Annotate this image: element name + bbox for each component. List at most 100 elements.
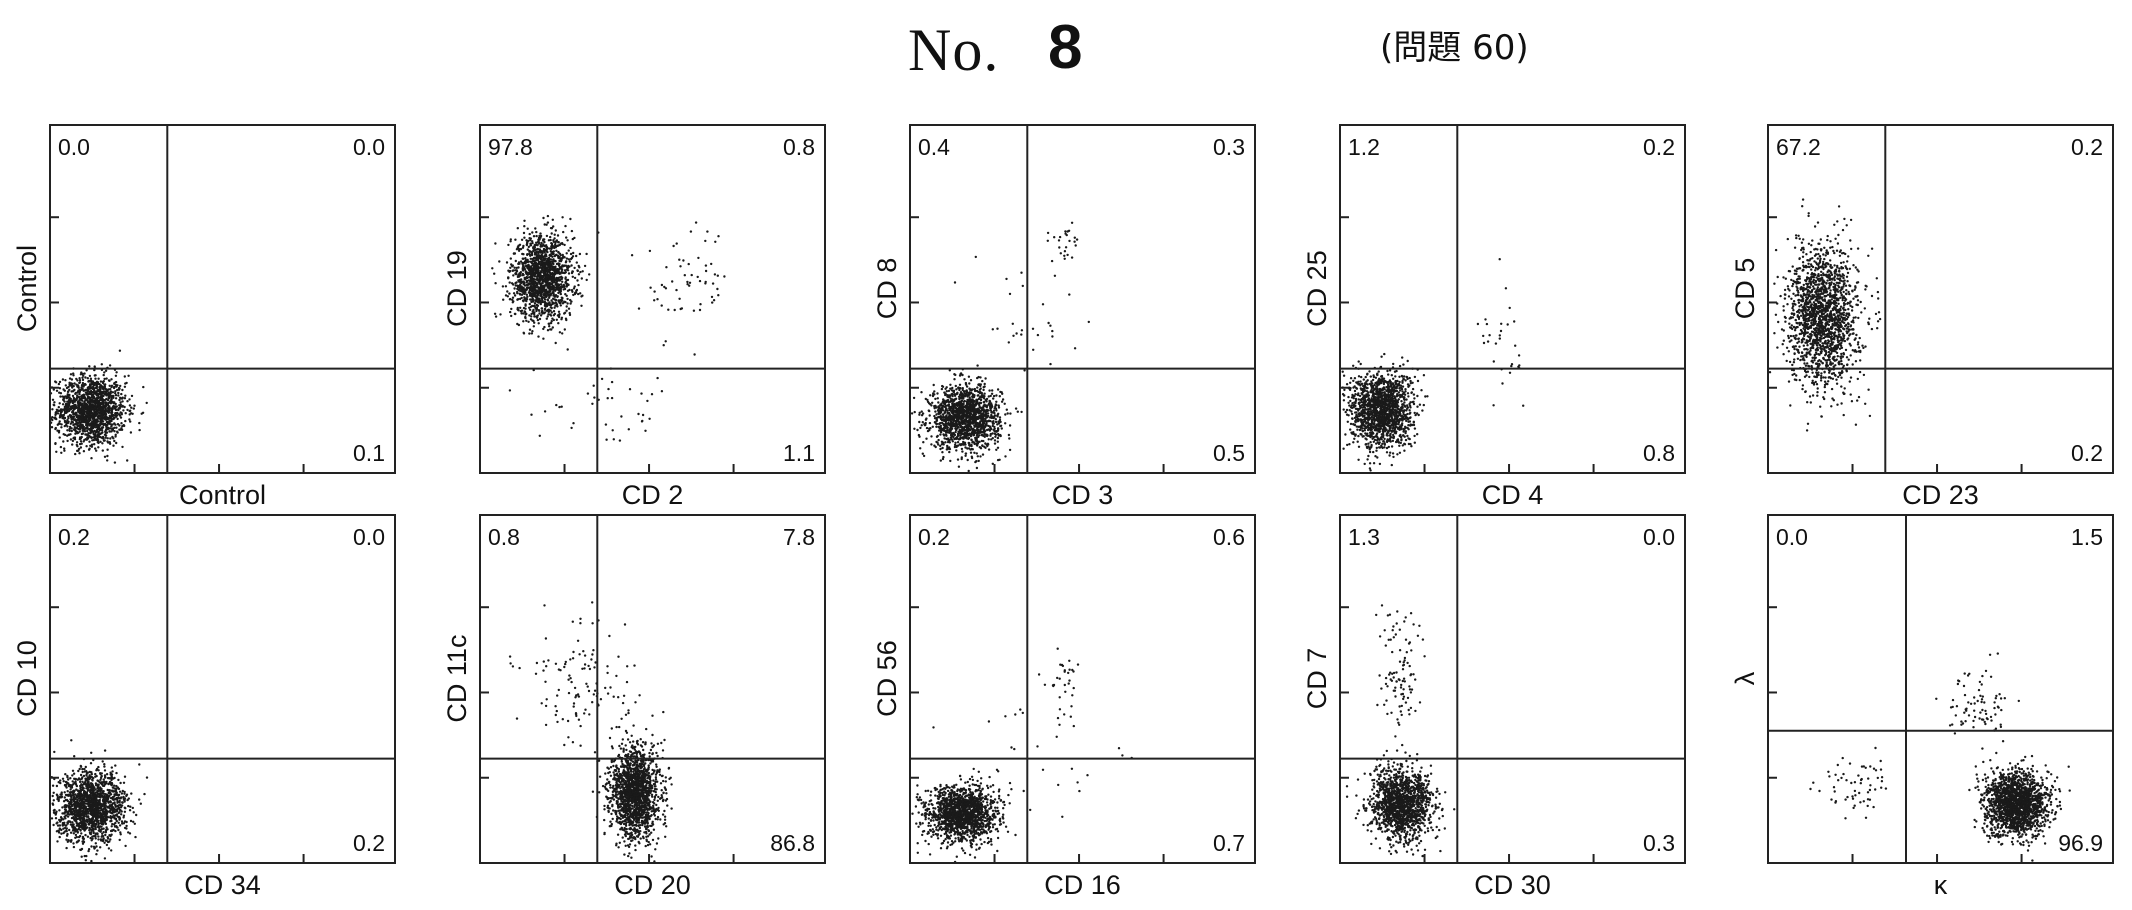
data-point [494,282,497,285]
data-point [111,391,115,394]
data-point [554,229,557,232]
data-point [128,398,131,401]
data-point [540,294,543,298]
data-point [543,307,547,311]
data-point [696,275,699,279]
data-point [523,225,526,228]
data-point [949,459,952,463]
data-point [918,420,921,424]
data-point [115,412,119,415]
data-point [961,422,964,426]
data-point [79,440,83,443]
data-point [556,314,560,317]
data-point [557,256,560,260]
data-point [71,382,74,386]
data-point [534,227,537,230]
data-point [564,277,567,280]
data-point [68,396,71,399]
data-point [523,236,526,239]
data-point [580,277,583,280]
data-point [498,260,501,263]
data-point [970,399,973,402]
data-point [967,402,970,405]
data-point [538,309,541,312]
figure-number: 8 [1048,13,1083,82]
data-point [111,405,115,409]
data-point [66,390,70,394]
data-point [101,449,105,452]
data-point [523,281,526,284]
data-point [510,314,513,318]
data-point [103,455,107,458]
data-point [58,391,61,394]
data-point [660,283,664,287]
data-point [108,379,111,382]
data-point [993,432,997,435]
data-point [100,432,103,435]
data-point [913,427,916,430]
data-point [105,416,108,420]
data-point [138,421,141,425]
data-point [965,419,968,423]
data-point [106,409,109,412]
data-point [119,384,122,388]
data-point [1075,238,1079,241]
data-point [77,395,81,399]
data-point [544,295,547,298]
data-point [1066,253,1069,257]
data-point [80,442,83,445]
data-point [944,427,947,430]
data-point [75,441,79,444]
data-point [540,310,544,314]
data-point [1344,433,1347,436]
data-point [991,389,994,392]
data-point [71,416,74,419]
data-point [979,398,983,401]
data-point [95,380,99,383]
data-point [998,418,1002,422]
data-point [116,388,119,392]
data-point [646,399,649,403]
data-point [113,407,116,410]
data-point [962,441,965,444]
data-point [114,397,118,400]
data-point [95,385,99,388]
data-point [933,414,936,418]
data-point [546,275,550,278]
data-point [711,301,714,304]
data-point [937,425,940,428]
data-point [1021,284,1024,288]
data-point [955,427,959,430]
data-point [964,393,968,396]
data-point [72,372,75,375]
data-point [537,322,540,325]
data-point [969,451,973,454]
data-point [506,295,509,298]
y-axis-label: CD 19 [442,250,472,327]
data-point [88,404,92,407]
data-point [529,272,532,275]
data-point [579,270,582,274]
data-point [557,263,560,266]
data-point [977,459,980,463]
data-point [564,261,568,264]
data-point [555,271,558,275]
data-point [104,402,108,405]
data-point [525,279,529,283]
data-point [97,414,100,417]
panel-4: 1.2 0.20.8CD 4CD 25 [1302,124,1686,510]
data-point [957,386,960,389]
data-point [976,364,979,367]
data-point [100,402,103,406]
data-point [99,423,103,426]
data-point [554,253,558,257]
data-point [576,279,579,282]
data-point [1073,347,1077,350]
data-point [941,418,944,421]
data-point [1000,427,1003,430]
y-axis-label: Control [12,245,42,332]
data-point [950,434,954,437]
data-point [1064,230,1067,233]
data-point [977,425,980,429]
data-point [62,440,65,443]
